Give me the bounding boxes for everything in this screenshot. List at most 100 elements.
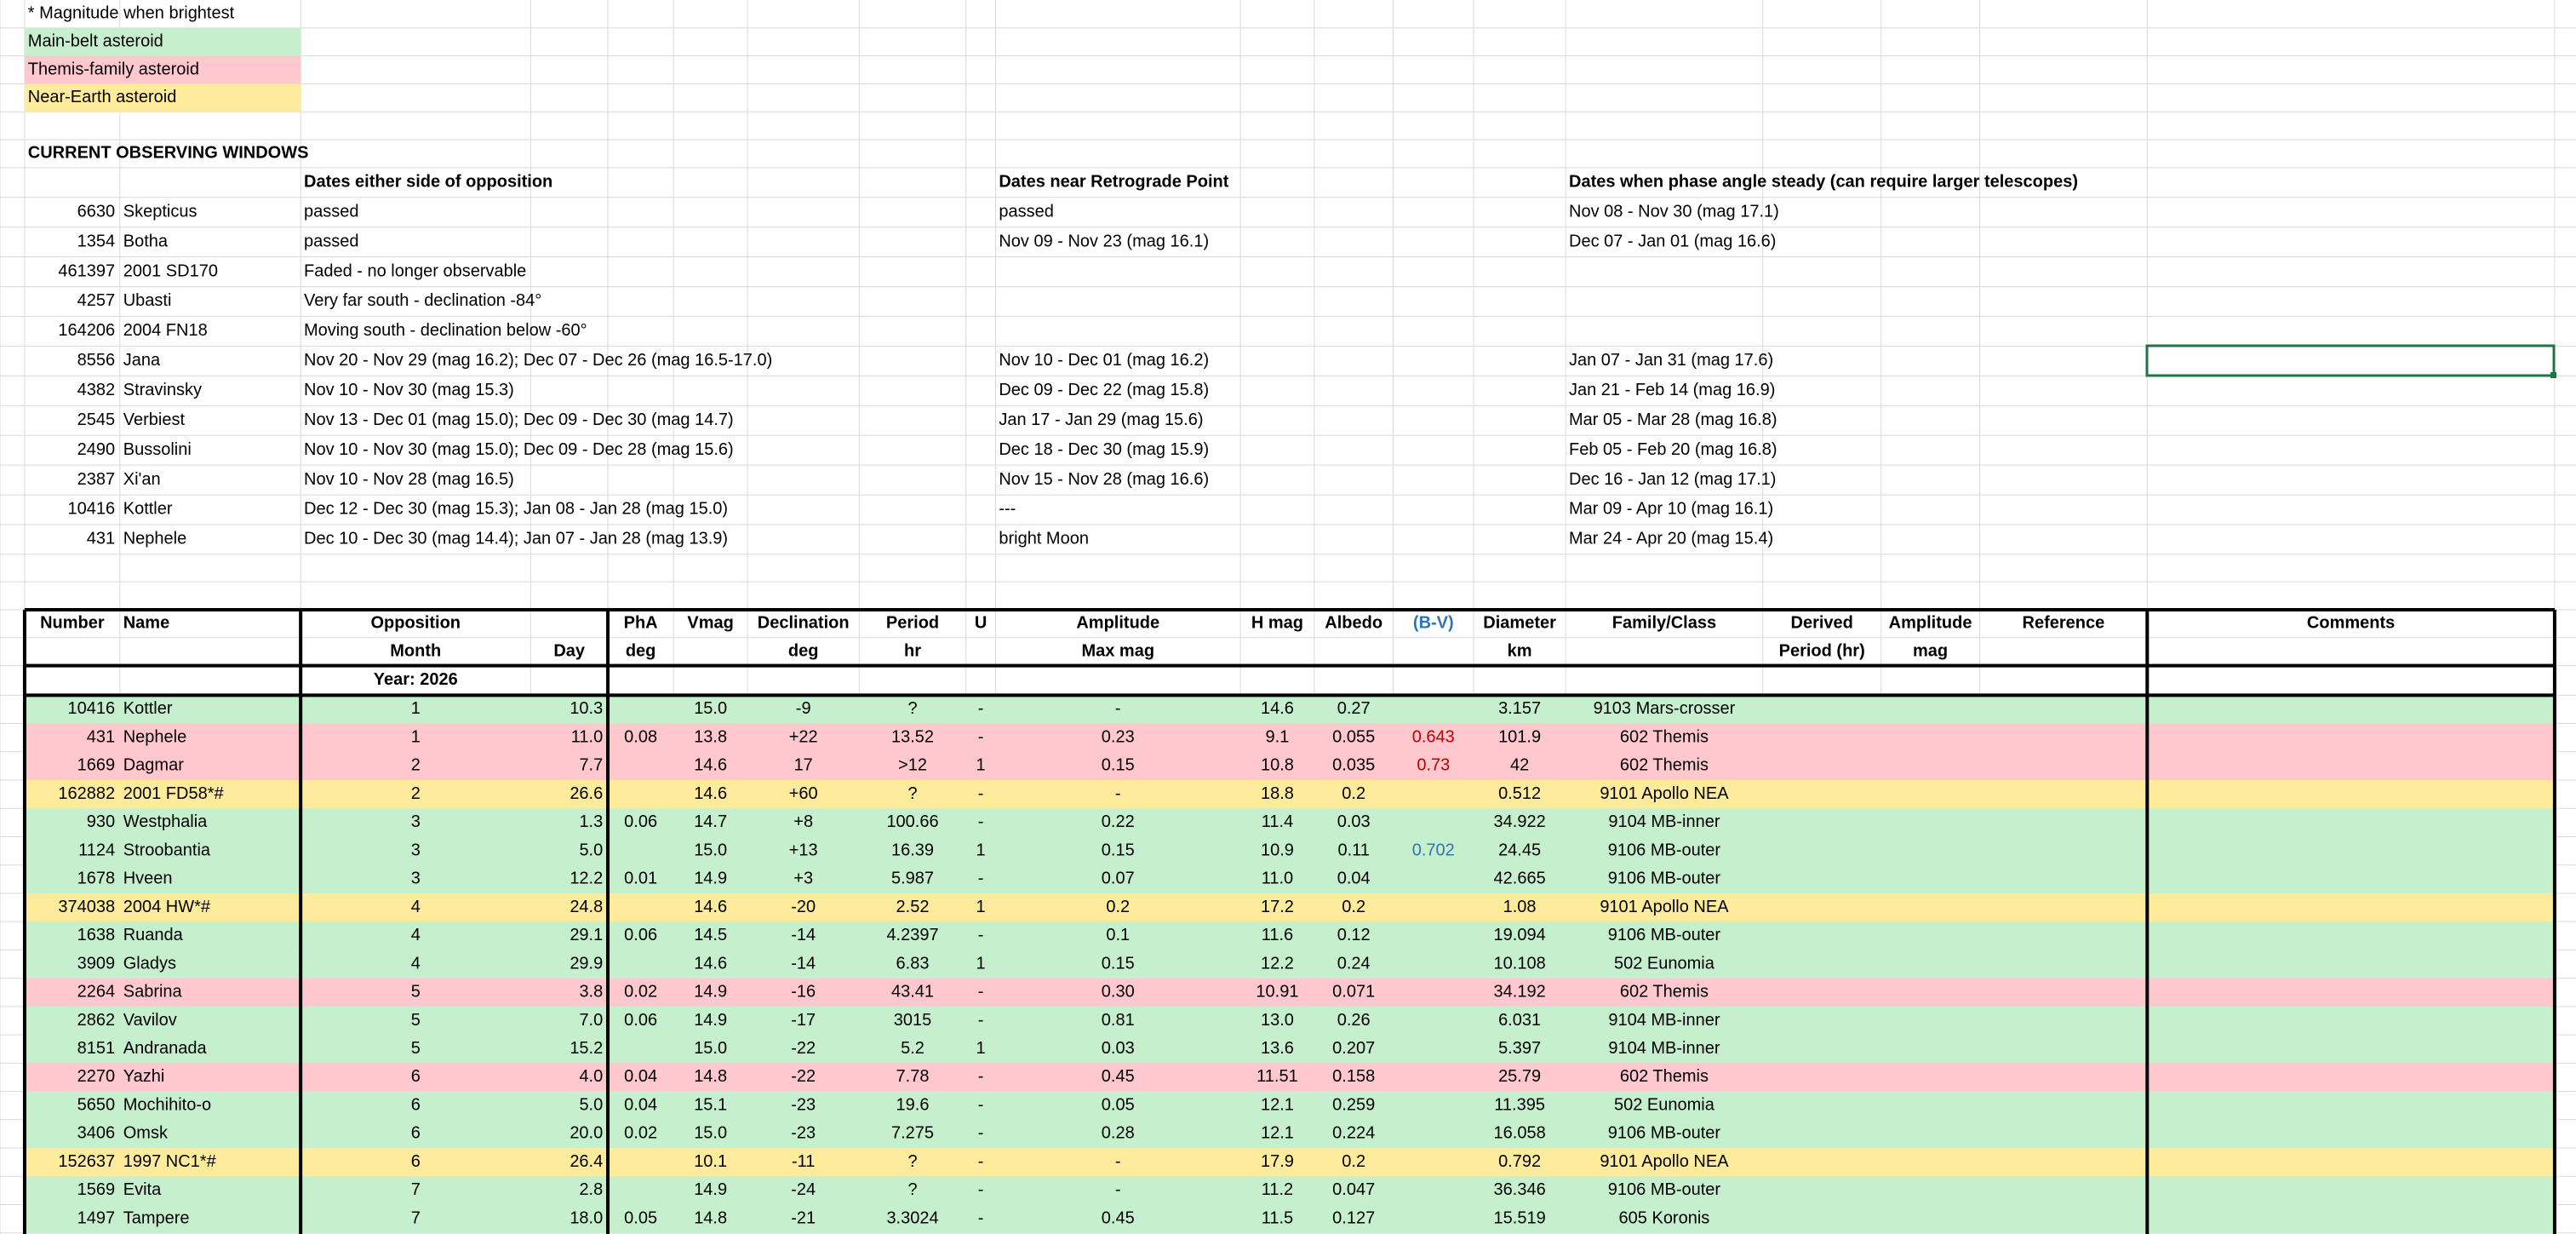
cell-text: Nov 13 - Dec 01 (mag 15.0); Dec 09 - Dec… (304, 410, 734, 429)
cell-text: Day (553, 641, 586, 660)
cell-text: 5.987 (891, 870, 934, 888)
cell-text: 0.2 (1342, 898, 1365, 916)
cell-text: 5.0 (579, 1095, 603, 1114)
cell-text: 13.8 (694, 727, 727, 746)
cell-text: 1 (976, 954, 986, 973)
cell-text: 18.8 (1261, 784, 1294, 803)
cell-text: deg (788, 641, 819, 660)
cell-text: Name (123, 614, 169, 633)
cell-text: 1.3 (579, 812, 603, 831)
cell-text: 10.9 (1261, 841, 1294, 859)
row-fill (24, 921, 2555, 951)
cell-text: 3.3024 (886, 1208, 938, 1227)
cell-text: ? (907, 1152, 917, 1171)
cell-text: 2 (411, 784, 421, 803)
cell-text: -24 (791, 1180, 816, 1199)
cell-text: 0.22 (1102, 812, 1135, 831)
cell-text: Omsk (123, 1124, 169, 1143)
cell-text: 0.04 (1337, 870, 1371, 888)
cell-text: - (978, 1208, 984, 1227)
cell-text: 0.05 (1102, 1095, 1135, 1114)
fill-handle[interactable] (2550, 372, 2556, 378)
cell-text: 14.6 (694, 898, 727, 916)
cell-text: 602 Themis (1620, 983, 1709, 1002)
cell-text: 36.346 (1494, 1180, 1546, 1199)
cell-text: 11.51 (1257, 1067, 1298, 1086)
row-fill (24, 950, 2555, 979)
cell-text: ? (907, 1180, 917, 1199)
cell-text: -23 (791, 1124, 816, 1143)
cell-text: Nov 09 - Nov 23 (mag 16.1) (999, 232, 1209, 250)
cell-text: 602 Themis (1620, 727, 1709, 746)
cell-text: - (978, 812, 984, 831)
cell-text: Moving south - declination below -60° (304, 321, 587, 340)
cell-text: 7.78 (896, 1067, 930, 1086)
cell-text: 9101 Apollo NEA (1600, 784, 1729, 803)
cell-text: Dec 07 - Jan 01 (mag 16.6) (1569, 232, 1776, 250)
cell-text: 13.0 (1261, 1011, 1294, 1030)
cell-text: 19.094 (1494, 926, 1546, 944)
cell-text: - (1115, 1152, 1121, 1171)
cell-text: Opposition (370, 614, 461, 633)
cell-text: 1 (411, 727, 421, 746)
cell-text: - (978, 983, 984, 1002)
cell-text: 3 (411, 870, 421, 888)
cell-text: - (1115, 699, 1121, 718)
legend-fill (24, 55, 301, 84)
cell-text: 502 Eunomia (1614, 954, 1715, 973)
cell-text: Sabrina (123, 983, 183, 1002)
cell-text: -14 (791, 954, 816, 973)
cell-text: 14.9 (694, 1180, 727, 1199)
cell-text: 1 (976, 1039, 986, 1058)
cell-text: 100.66 (886, 812, 938, 831)
cell-text: 2004 HW*# (123, 898, 211, 916)
cell-text: 0.127 (1332, 1208, 1375, 1227)
cell-text: 4 (411, 954, 421, 973)
cell-text: 10416 (67, 500, 115, 519)
cell-text: 10.1 (694, 1152, 727, 1171)
cell-text: 2.52 (896, 898, 930, 916)
cell-text: 13.6 (1261, 1039, 1294, 1058)
cell-text: 9101 Apollo NEA (1600, 898, 1729, 916)
cell-text: 5 (411, 983, 421, 1002)
cell-text: 0.12 (1337, 926, 1371, 944)
cell-text: Ruanda (123, 926, 184, 944)
cell-text: 5.2 (901, 1039, 924, 1058)
cell-text: 7.275 (891, 1124, 934, 1143)
row-fill (24, 808, 2555, 838)
cell-text: 3909 (77, 954, 116, 973)
cell-text: Stravinsky (123, 381, 202, 399)
cell-text: 101.9 (1498, 727, 1541, 746)
cell-text: Westphalia (123, 812, 208, 831)
selected-cell[interactable] (2145, 344, 2556, 377)
cell-text: 0.06 (624, 812, 657, 831)
cell-text: 24.45 (1498, 841, 1541, 859)
cell-text: Nephele (123, 727, 187, 746)
cell-text: 4 (411, 926, 421, 944)
row-fill (24, 751, 2555, 782)
cell-text: Comments (2307, 614, 2395, 633)
cell-text: ? (907, 699, 917, 718)
cell-text: 3.157 (1498, 699, 1541, 718)
cell-text: 11.2 (1262, 1180, 1293, 1199)
cell-text: Faded - no longer observable (304, 261, 526, 280)
cell-text: Nephele (123, 530, 187, 548)
cell-text: 26.6 (570, 784, 603, 803)
cell-text: Period (hr) (1779, 641, 1865, 660)
cell-text: 502 Eunomia (1614, 1095, 1715, 1114)
cell-text: 43.41 (891, 983, 934, 1002)
cell-text: - (978, 784, 984, 803)
cell-text: 431 (87, 530, 115, 548)
cell-text: 4382 (77, 381, 116, 399)
cell-text: Kottler (123, 699, 173, 718)
row-fill (24, 1119, 2555, 1150)
cell-text: 14.8 (694, 1208, 727, 1227)
cell-text: 11.5 (1262, 1208, 1293, 1227)
row-fill (24, 892, 2555, 923)
cell-text: 0.15 (1102, 954, 1135, 973)
cell-text: -23 (791, 1095, 816, 1114)
row-fill (24, 1091, 2555, 1121)
cell-text: 3406 (77, 1124, 116, 1143)
cell-text: Kottler (123, 500, 173, 519)
cell-text: 7 (411, 1208, 421, 1227)
